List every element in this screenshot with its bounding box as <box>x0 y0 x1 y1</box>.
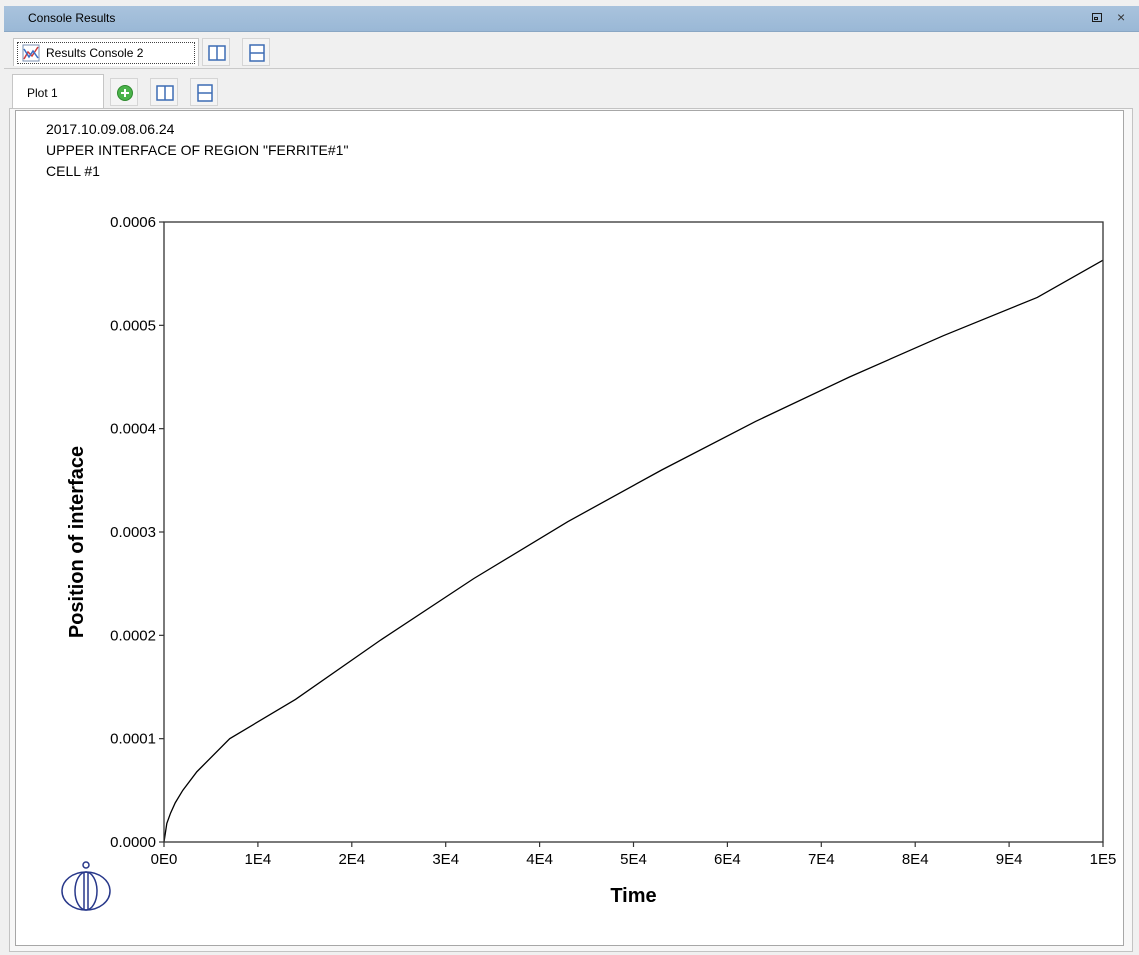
console-tab-bar: Results Console 2 <box>4 32 1139 69</box>
window-titlebar: Console Results × <box>4 6 1139 32</box>
x-tick-label: 1E5 <box>1090 851 1117 868</box>
tab-label: Results Console 2 <box>46 46 144 60</box>
plot-area[interactable]: 2017.10.09.08.06.24 UPPER INTERFACE OF R… <box>15 110 1124 946</box>
tab-label: Plot 1 <box>27 86 58 100</box>
chart-icon <box>22 44 40 62</box>
x-tick-label: 3E4 <box>432 851 459 868</box>
x-tick-label: 4E4 <box>526 851 553 868</box>
x-tick-label: 9E4 <box>996 851 1023 868</box>
split-horizontal-icon <box>197 84 213 102</box>
plot-box <box>163 221 1104 843</box>
series-line <box>163 259 1104 843</box>
x-axis-title: Time <box>610 885 656 907</box>
split-horizontal-button[interactable] <box>190 78 218 106</box>
y-tick-label: 0.0005 <box>110 317 156 334</box>
plot-cell-label: CELL #1 <box>46 163 100 179</box>
x-tick-label: 2E4 <box>338 851 365 868</box>
y-tick-label: 0.0006 <box>110 214 156 231</box>
split-horizontal-button[interactable] <box>242 38 270 66</box>
x-tick-label: 8E4 <box>902 851 929 868</box>
y-axis-title: Position of interface <box>66 446 88 638</box>
split-horizontal-icon <box>249 44 265 62</box>
focus-outline <box>17 42 195 64</box>
y-tick-label: 0.0001 <box>110 731 156 748</box>
add-plot-icon <box>117 85 133 101</box>
plot-timestamp: 2017.10.09.08.06.24 <box>46 121 175 137</box>
x-tick-label: 7E4 <box>808 851 835 868</box>
split-vertical-button[interactable] <box>150 78 178 106</box>
split-vertical-icon <box>208 45 226 61</box>
close-icon[interactable]: × <box>1117 9 1126 25</box>
x-tick-label: 6E4 <box>714 851 741 868</box>
interface-position-chart: 0E0 1E4 2E4 3E4 4E4 5E4 6E4 7E4 8E4 9E4 1E5 0.0000… <box>61 214 1117 911</box>
y-tick-label: 0.0004 <box>110 421 156 438</box>
x-tick-label: 5E4 <box>620 851 647 868</box>
thermo-calc-logo-icon <box>61 861 111 911</box>
y-tick-label: 0.0002 <box>110 627 156 644</box>
y-tick-label: 0.0003 <box>110 524 156 541</box>
split-vertical-button[interactable] <box>202 38 230 66</box>
restore-icon[interactable] <box>1092 13 1102 22</box>
window-title: Console Results <box>28 11 116 25</box>
split-vertical-icon <box>156 85 174 101</box>
plot-subtitle: UPPER INTERFACE OF REGION "FERRITE#1" <box>46 142 349 158</box>
x-tick-label: 1E4 <box>245 851 272 868</box>
add-plot-button[interactable] <box>110 78 138 106</box>
y-tick-label: 0.0000 <box>110 834 156 851</box>
tab-results-console-2[interactable]: Results Console 2 <box>13 38 199 66</box>
tab-plot-1[interactable]: Plot 1 <box>12 74 104 109</box>
x-tick-label: 0E0 <box>151 851 178 868</box>
plot-tab-bar: Plot 1 <box>12 70 1139 109</box>
